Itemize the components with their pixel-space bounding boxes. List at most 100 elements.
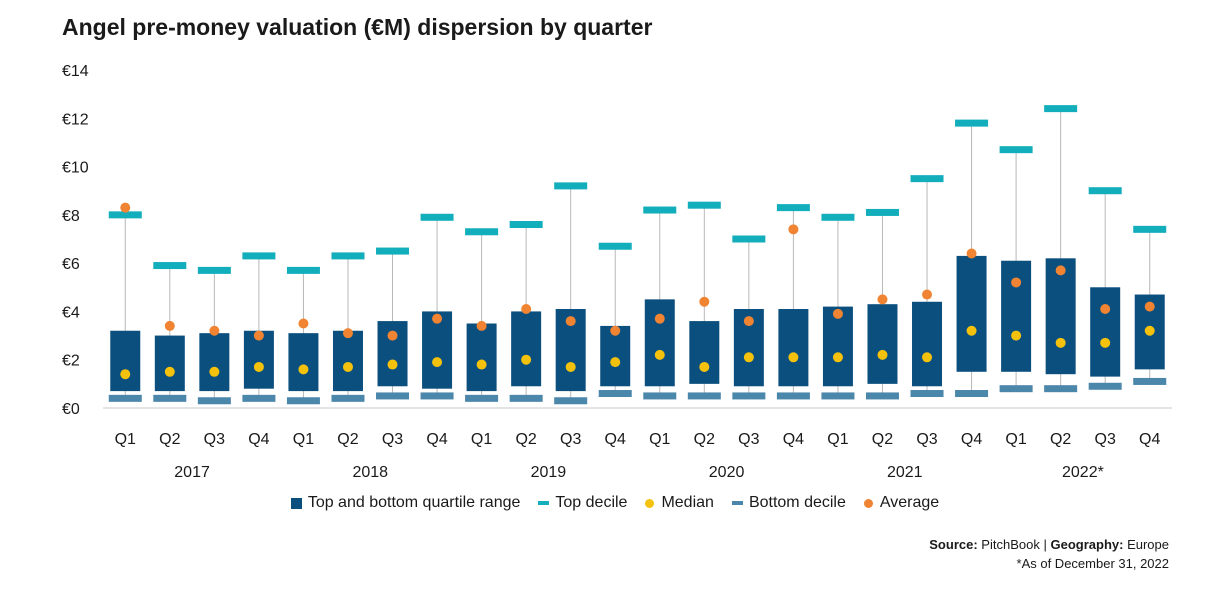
x-tick-label: Q1 [115,431,136,448]
top-decile-mark [153,262,187,270]
legend-item-median: Median [645,494,714,512]
average-point [253,330,264,341]
top-decile-mark [732,235,766,243]
median-point [253,361,264,372]
geography-value: Europe [1127,537,1169,552]
year-label: 2017 [174,464,210,481]
quartile-box [466,323,497,392]
top-decile-mark [776,204,810,212]
median-point [209,366,220,377]
top-decile-mark [465,228,499,236]
median-point [654,349,665,360]
x-tick-label: Q2 [872,431,893,448]
bottom-decile-mark [865,392,899,400]
median-point [966,325,977,336]
x-tick-label: Q1 [827,431,848,448]
top-decile-mark [955,119,989,127]
x-tick-label: Q4 [605,431,626,448]
average-point [164,320,175,331]
median-point [743,352,754,363]
quartile-box [422,311,453,389]
source-note: Source: PitchBook | Geography: Europe *A… [929,535,1169,573]
median-point [298,364,309,375]
legend-median-label: Median [661,494,714,511]
average-point [387,330,398,341]
bottom-decile-mark [732,392,766,400]
quartile-box [689,321,720,384]
average-point [432,313,443,324]
bottom-decile-mark [242,394,276,402]
average-point [209,325,220,336]
legend-box-swatch [290,497,302,509]
legend: Top and bottom quartile range Top decile… [0,494,1230,512]
median-point [1144,325,1155,336]
median-point [832,352,843,363]
legend-item-top-decile: Top decile [538,494,627,512]
average-point [1011,277,1022,288]
bottom-decile-mark [554,397,588,405]
x-tick-label: Q4 [783,431,804,448]
x-tick-label: Q1 [293,431,314,448]
legend-item-bottom-decile: Bottom decile [731,494,846,512]
quartile-box [511,311,542,387]
source-value: PitchBook [981,537,1040,552]
average-point [342,328,353,339]
average-point [699,296,710,307]
year-label: 2022* [1062,464,1104,481]
median-point [610,357,621,368]
y-tick-label: €12 [62,111,89,128]
x-tick-label: Q2 [159,431,180,448]
x-tick-label: Q1 [1005,431,1026,448]
bottom-decile-mark [197,397,231,405]
y-tick-label: €6 [62,256,80,273]
x-tick-label: Q4 [426,431,447,448]
legend-median-swatch [645,498,655,508]
top-decile-mark [1133,225,1167,233]
legend-top-decile-swatch [538,501,550,505]
bottom-decile-mark [821,392,855,400]
median-point [1011,330,1022,341]
median-point [699,361,710,372]
bottom-decile-mark [955,390,989,398]
x-tick-label: Q3 [560,431,581,448]
y-tick-label: €8 [62,208,80,225]
quartile-box [332,330,363,392]
median-point [476,359,487,370]
quartile-box [1090,287,1121,377]
legend-item-average: Average [863,494,939,512]
median-point [1055,337,1066,348]
top-decile-mark [376,247,410,255]
source-separator: | [1043,537,1047,552]
x-tick-label: Q1 [471,431,492,448]
x-tick-label: Q4 [1139,431,1160,448]
bottom-decile-mark [420,392,454,400]
bottom-decile-mark [376,392,410,400]
y-tick-label: €0 [62,401,80,418]
bottom-decile-mark [286,397,320,405]
y-tick-label: €2 [62,353,80,370]
legend-average-swatch [863,498,873,508]
median-point [164,366,175,377]
top-decile-mark [865,208,899,216]
median-point [922,352,933,363]
average-point [476,320,487,331]
bottom-decile-mark [465,394,499,402]
bottom-decile-mark [1044,385,1078,393]
quartile-box [778,309,809,387]
y-tick-label: €4 [62,304,80,321]
x-tick-label: Q3 [738,431,759,448]
quartile-box [956,255,987,372]
top-decile-mark [420,213,454,221]
top-decile-mark [643,206,677,214]
quartile-box [110,330,141,392]
average-point [298,318,309,329]
median-point [342,361,353,372]
bottom-decile-mark [999,385,1033,393]
average-point [743,316,754,327]
quartile-box [600,325,631,387]
quartile-box [867,304,898,384]
bottom-decile-mark [598,390,632,398]
quartile-box [912,301,943,387]
top-decile-mark [197,266,231,274]
